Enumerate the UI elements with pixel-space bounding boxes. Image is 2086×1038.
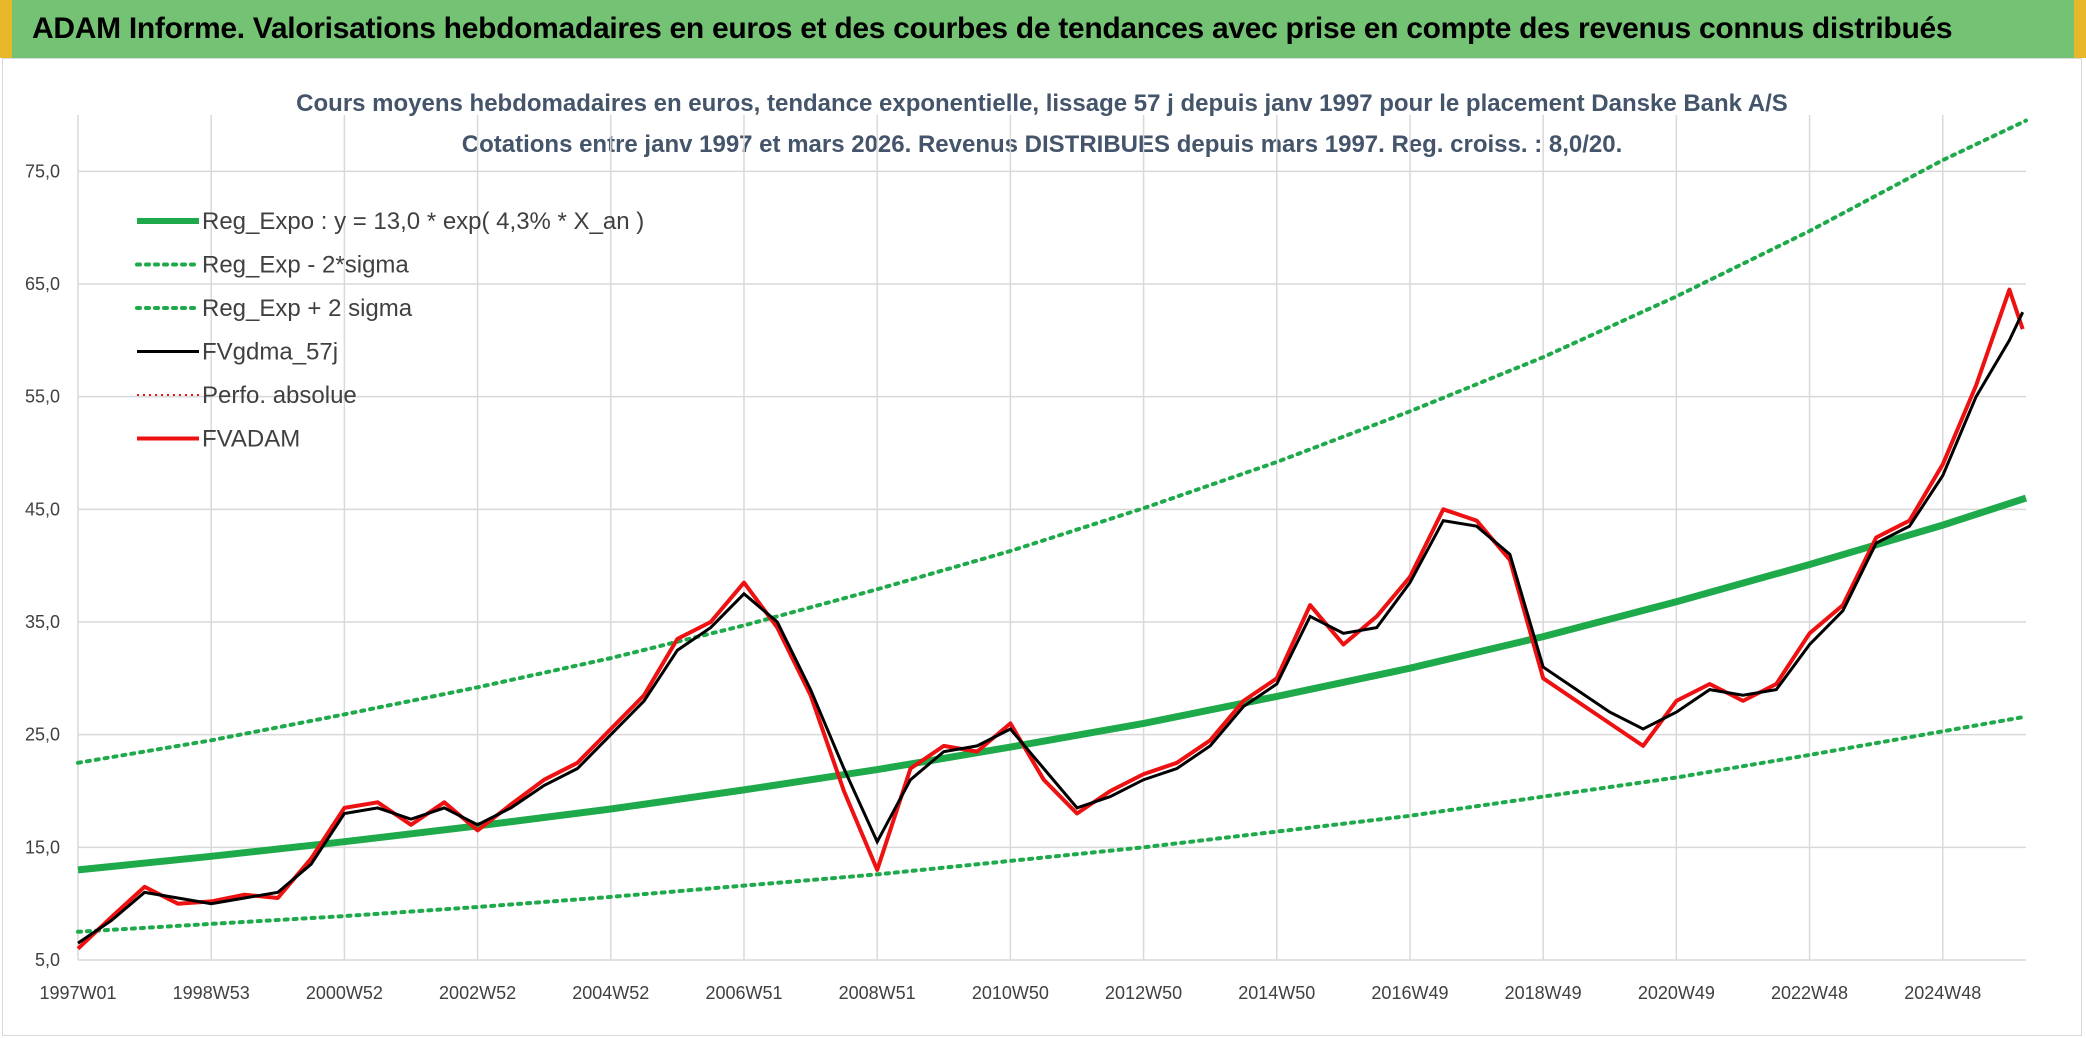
series-line-0 — [77, 494, 2028, 874]
y-tick-label: 25,0 — [25, 725, 60, 745]
x-tick-label: 2020W49 — [1638, 983, 1715, 1003]
grid — [77, 115, 2026, 961]
x-tick-label: 1998W53 — [173, 983, 250, 1003]
x-tick-label: 2006W51 — [705, 983, 782, 1003]
page-title: ADAM Informe. Valorisations hebdomadaire… — [32, 12, 1953, 45]
y-tick-label: 65,0 — [25, 274, 60, 294]
legend: Reg_Expo : y = 13,0 * exp( 4,3% * X_an )… — [135, 208, 644, 453]
x-tick-label: 2016W49 — [1371, 983, 1448, 1003]
x-tick-label: 2010W50 — [972, 983, 1049, 1003]
series-line-3 — [77, 311, 2025, 945]
y-tick-label: 15,0 — [25, 837, 60, 857]
series-line-2 — [76, 118, 2028, 765]
y-axis: 5,0 15,0 25,0 35,0 45,0 55,0 65,0 75,0 — [25, 161, 60, 970]
x-tick-label: 2014W50 — [1238, 983, 1315, 1003]
x-tick-label: 1997W01 — [39, 983, 116, 1003]
y-tick-label: 75,0 — [25, 161, 60, 181]
chart-subtitle: Cotations entre janv 1997 et mars 2026. … — [462, 131, 1623, 158]
legend-label: FVADAM — [202, 426, 300, 453]
legend-label: Reg_Expo : y = 13,0 * exp( 4,3% * X_an ) — [202, 208, 644, 235]
banner: ADAM Informe. Valorisations hebdomadaire… — [12, 0, 2074, 58]
x-tick-label: 2002W52 — [439, 983, 516, 1003]
x-tick-label: 2024W48 — [1904, 983, 1981, 1003]
series-group — [76, 118, 2028, 951]
series-line-1 — [76, 714, 2028, 934]
x-tick-label: 2022W48 — [1771, 983, 1848, 1003]
legend-label: Perfo. absolue — [202, 382, 357, 409]
y-tick-label: 35,0 — [25, 612, 60, 632]
x-tick-label: 2000W52 — [306, 983, 383, 1003]
series-line-5 — [76, 287, 2025, 951]
y-tick-label: 55,0 — [25, 387, 60, 407]
x-tick-label: 2012W50 — [1105, 983, 1182, 1003]
chart-frame — [2, 58, 2082, 1036]
x-axis: 1997W01 1998W53 2000W52 2002W52 2004W52 2006W… — [39, 983, 1981, 1003]
y-tick-label: 45,0 — [25, 499, 60, 519]
legend-label: FVgdma_57j — [202, 339, 338, 366]
chart-title: Cours moyens hebdomadaires en euros, ten… — [296, 90, 1788, 117]
banner-border: ADAM Informe. Valorisations hebdomadaire… — [0, 0, 2086, 58]
x-tick-label: 2018W49 — [1505, 983, 1582, 1003]
legend-label: Reg_Exp + 2 sigma — [202, 295, 413, 322]
legend-label: Reg_Exp - 2*sigma — [202, 252, 409, 279]
x-tick-label: 2008W51 — [839, 983, 916, 1003]
y-tick-label: 5,0 — [35, 950, 60, 970]
x-tick-label: 2004W52 — [572, 983, 649, 1003]
